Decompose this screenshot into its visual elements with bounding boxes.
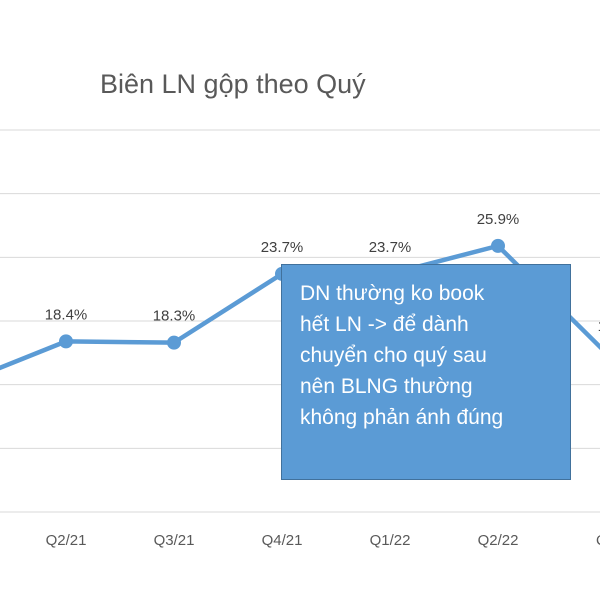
data-label: 18.4% xyxy=(45,306,88,323)
x-axis-tick-labels: Q2/21 Q3/21 Q4/21 Q1/22 Q2/22 Q3 xyxy=(46,532,600,549)
x-tick-label: Q4/21 xyxy=(262,532,303,549)
x-tick-label: Q3/21 xyxy=(154,532,195,549)
data-label: 19 xyxy=(598,318,600,335)
x-tick-label: Q1/22 xyxy=(370,532,411,549)
data-point xyxy=(167,335,181,350)
x-tick-label: Q2/21 xyxy=(46,532,87,549)
data-labels: 18.4% 18.3% 23.7% 23.7% 25.9% 19 xyxy=(45,211,600,335)
annotation-callout: DN thường ko book hết LN -> để dành chuy… xyxy=(281,264,571,480)
data-point xyxy=(59,334,73,349)
chart-title: Biên LN gộp theo Quý xyxy=(100,69,366,99)
data-label: 18.3% xyxy=(153,308,196,325)
data-label: 23.7% xyxy=(369,239,412,256)
x-tick-label: Q2/22 xyxy=(478,532,519,549)
x-tick-label: Q3 xyxy=(596,532,600,549)
annotation-text: DN thường ko book hết LN -> để dành chuy… xyxy=(300,282,504,429)
data-point xyxy=(491,238,505,253)
data-label: 23.7% xyxy=(261,239,304,256)
data-label: 25.9% xyxy=(477,211,520,228)
